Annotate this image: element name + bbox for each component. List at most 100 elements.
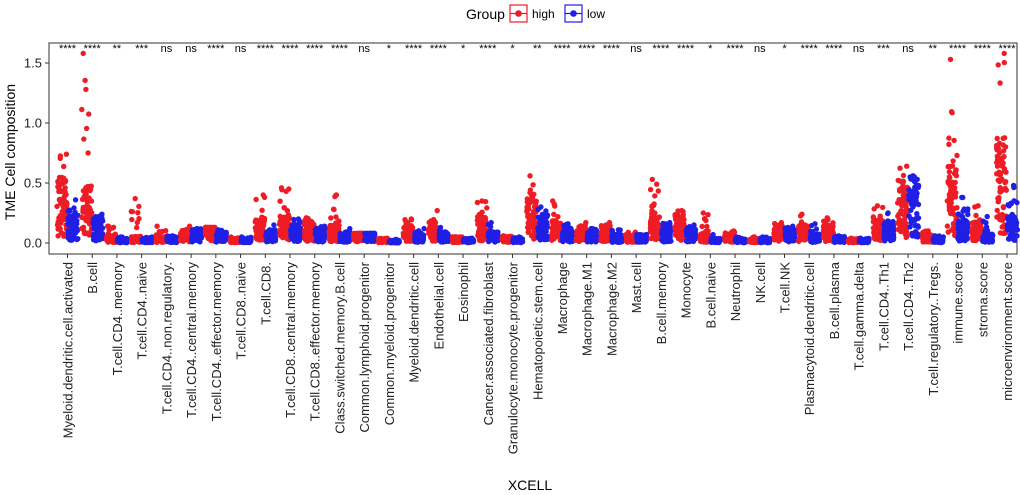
data-point [649,176,655,183]
data-point [426,228,432,234]
data-point [56,197,63,203]
data-point [259,207,265,213]
data-point [328,222,334,229]
data-point [72,209,78,215]
data-point [155,237,162,243]
data-point [503,234,509,240]
data-point [544,220,550,226]
series-low-points [412,225,427,245]
data-point [865,236,871,243]
data-point [438,232,445,238]
data-point [128,208,134,215]
data-point [83,125,90,132]
data-point [180,228,186,234]
data-point [271,222,277,228]
data-point [88,183,94,189]
data-point [54,203,60,210]
data-point [511,237,517,243]
data-point [475,220,482,226]
data-point [178,237,184,244]
data-point [362,230,369,237]
data-point [913,177,919,183]
data-point [408,217,415,223]
series-low-points [263,222,279,245]
series-low-points [386,236,402,246]
data-point [525,213,531,220]
data-point [309,219,315,225]
data-point [765,236,772,243]
data-point [736,237,742,244]
data-point [461,237,467,244]
data-point [704,223,710,230]
data-point [85,230,92,236]
data-point [80,50,86,57]
data-point [92,225,98,232]
series-low-points [831,233,848,246]
data-point [198,233,204,239]
data-point [667,233,673,239]
y-tick-label: 1.5 [24,56,42,71]
data-point [79,214,85,220]
data-point [328,230,334,237]
data-point [697,238,704,244]
data-point [885,234,891,240]
data-point [333,220,339,226]
data-point [85,150,91,156]
data-point [703,231,709,238]
data-point [63,151,70,157]
data-point [474,199,481,206]
data-point [901,189,907,196]
legend-item-low: low [564,4,605,23]
data-point [257,226,263,233]
data-point [58,220,64,226]
data-point [120,237,127,243]
data-point [131,234,137,241]
data-point [524,199,530,205]
data-point [899,196,905,203]
data-point [660,225,666,232]
data-point [902,208,909,214]
data-point [277,213,283,219]
series-low-points [634,231,650,245]
data-point [798,219,805,225]
data-point [282,225,288,231]
data-point [216,234,222,240]
data-point [654,181,660,187]
data-point [796,226,802,232]
data-point [83,217,89,224]
data-point [655,188,661,194]
data-point [839,235,845,241]
data-point [652,193,658,199]
data-point [135,210,141,216]
data-point [904,233,910,239]
data-point [86,111,92,117]
data-point [59,209,65,215]
data-point [64,201,70,207]
data-point [552,203,558,209]
data-point [341,237,348,243]
data-point [468,239,474,245]
data-point [617,231,623,238]
data-point [93,232,99,238]
data-point [822,219,829,225]
y-tick-label: 0.0 [24,236,42,251]
data-point [851,238,857,245]
data-point [891,234,897,240]
data-point [897,165,903,171]
series-low-points [782,223,798,245]
data-point [55,233,61,239]
data-point [880,204,886,211]
data-point [291,220,297,226]
data-point [688,235,694,241]
data-point [913,233,919,240]
data-point [207,227,214,233]
series-high-points [128,195,144,246]
data-point [797,213,804,219]
series-low-points [115,234,131,246]
data-point [662,238,668,245]
data-point [904,163,910,169]
data-point [74,227,81,234]
series-high-points [326,192,342,245]
data-point [84,210,90,216]
data-point [518,239,525,245]
